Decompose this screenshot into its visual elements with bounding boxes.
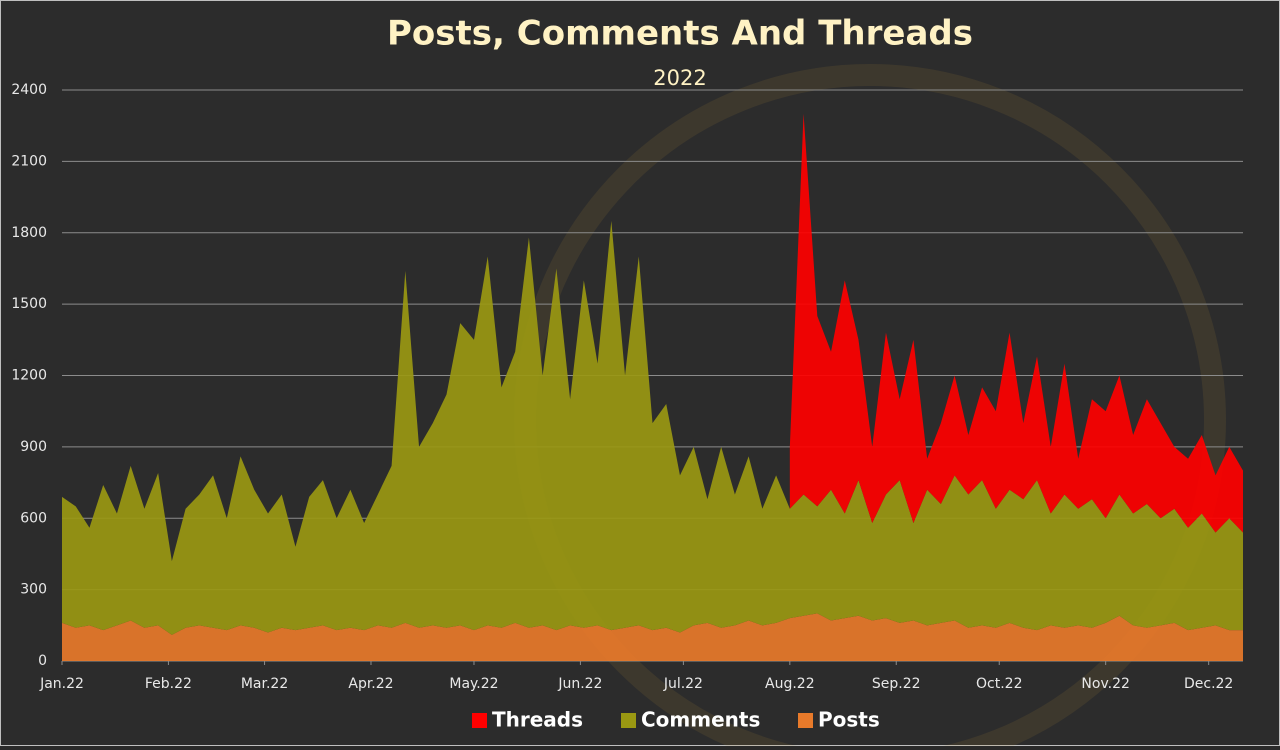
chart-title: Posts, Comments And Threads bbox=[387, 14, 973, 54]
x-tick-label: Dec.22 bbox=[1184, 676, 1233, 692]
y-tick-label: 2400 bbox=[11, 82, 47, 98]
legend-label: Posts bbox=[818, 708, 880, 732]
y-tick-label: 1200 bbox=[11, 368, 47, 384]
x-tick-label: Apr.22 bbox=[348, 676, 393, 692]
x-tick-label: Aug.22 bbox=[765, 676, 815, 692]
y-tick-label: 1800 bbox=[11, 225, 47, 241]
y-tick-label: 1500 bbox=[11, 296, 47, 312]
x-tick-label: Sep.22 bbox=[872, 676, 921, 692]
legend-swatch bbox=[798, 713, 813, 728]
x-tick-label: Nov.22 bbox=[1081, 676, 1130, 692]
y-tick-label: 600 bbox=[20, 510, 47, 526]
x-tick-label: Jan.22 bbox=[39, 676, 84, 692]
x-tick-label: Oct.22 bbox=[976, 676, 1022, 692]
y-tick-label: 300 bbox=[20, 582, 47, 598]
legend-swatch bbox=[472, 713, 487, 728]
area-0 bbox=[62, 613, 1243, 661]
y-tick-label: 2100 bbox=[11, 153, 47, 169]
legend-swatch bbox=[621, 713, 636, 728]
legend-label: Threads bbox=[492, 708, 583, 732]
x-tick-label: Mar.22 bbox=[241, 676, 288, 692]
x-tick-label: May.22 bbox=[449, 676, 498, 692]
y-tick-label: 900 bbox=[20, 439, 47, 455]
x-tick-label: Jul.22 bbox=[663, 676, 703, 692]
chart-subtitle: 2022 bbox=[653, 66, 706, 90]
x-tick-label: Feb.22 bbox=[145, 676, 192, 692]
area-1 bbox=[62, 220, 1243, 635]
area-2 bbox=[789, 113, 1243, 533]
legend-label: Comments bbox=[641, 708, 760, 732]
y-tick-label: 0 bbox=[38, 653, 47, 669]
x-tick-label: Jun.22 bbox=[557, 676, 602, 692]
